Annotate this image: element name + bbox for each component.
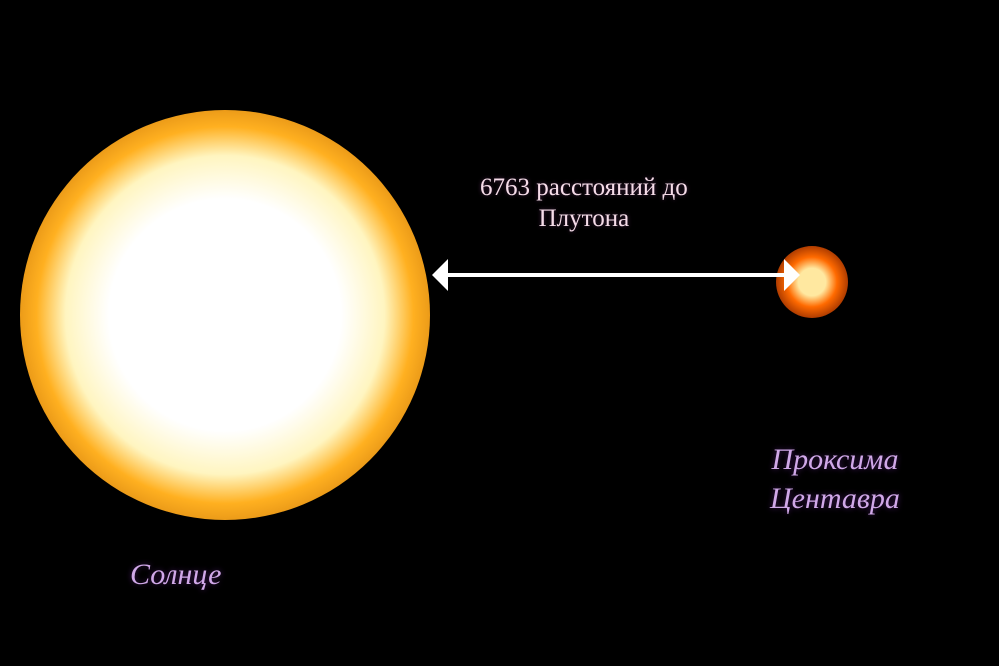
distance-arrow-line xyxy=(448,273,784,277)
sun-label: Солнце xyxy=(130,555,222,594)
proxima-label: Проксима Центавра xyxy=(770,440,900,518)
sun-star xyxy=(20,110,430,520)
distance-arrow-left xyxy=(432,259,448,291)
distance-arrow-right xyxy=(784,259,800,291)
distance-label: 6763 расстояний до Плутона xyxy=(480,172,688,235)
